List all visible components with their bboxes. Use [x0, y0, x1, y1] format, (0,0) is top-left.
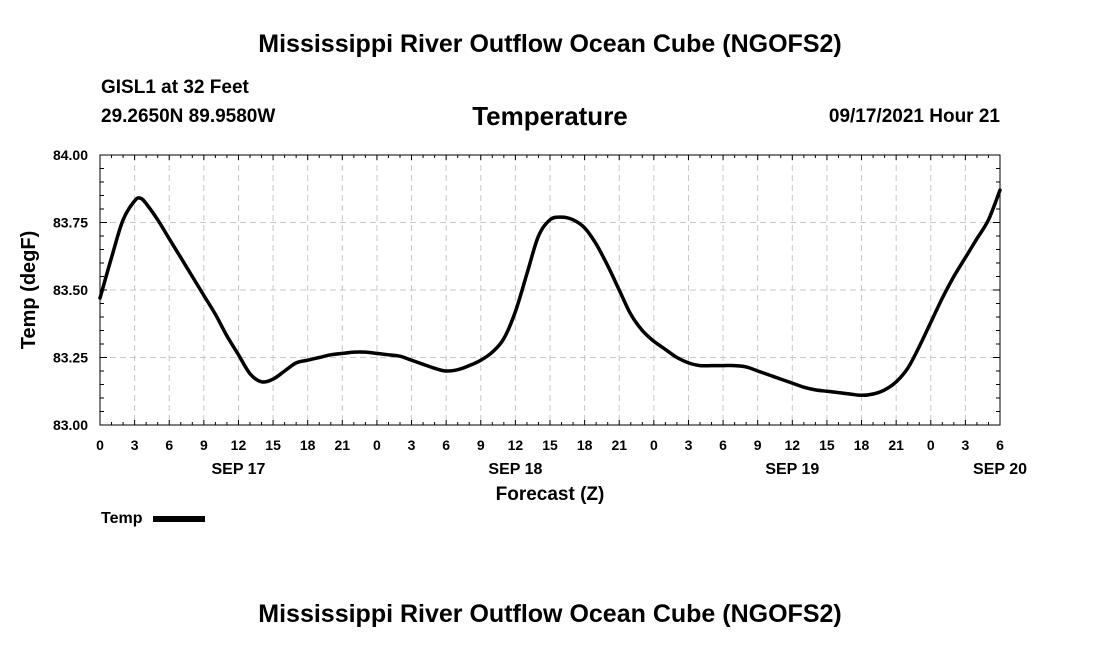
x-tick-label: 0	[650, 437, 658, 453]
coordinates-label: 29.2650N 89.9580W	[101, 106, 276, 127]
axis-ticks	[99, 154, 1001, 426]
x-tick-label: 12	[785, 437, 801, 453]
x-tick-label: 6	[719, 437, 727, 453]
y-tick-label: 83.75	[53, 215, 88, 231]
x-tick-label: 12	[508, 437, 524, 453]
legend-swatch	[152, 515, 205, 522]
x-tick-label: 12	[231, 437, 247, 453]
footer-title: Mississippi River Outflow Ocean Cube (NG…	[258, 600, 842, 628]
x-tick-label: 9	[200, 437, 208, 453]
x-tick-label: 21	[611, 437, 627, 453]
y-axis-label: Temp (degF)	[18, 231, 40, 350]
x-tick-label: 3	[685, 437, 693, 453]
x-tick-label: 21	[335, 437, 351, 453]
x-tick-label: 0	[927, 437, 935, 453]
x-tick-label: 3	[961, 437, 969, 453]
legend-label: Temp	[101, 510, 143, 527]
x-tick-label: 6	[442, 437, 450, 453]
date-label: SEP 19	[765, 461, 819, 478]
x-axis-label: Forecast (Z)	[496, 484, 605, 505]
date-label: SEP 20	[973, 461, 1027, 478]
x-tick-label: 15	[265, 437, 281, 453]
legend: Temp	[101, 510, 205, 528]
chart-title: Temperature	[472, 101, 628, 131]
date-label: SEP 17	[211, 461, 265, 478]
x-tick-label: 0	[96, 437, 104, 453]
x-tick-label: 15	[542, 437, 558, 453]
x-tick-label: 21	[888, 437, 904, 453]
y-tick-label: 83.00	[53, 417, 88, 433]
x-tick-label: 9	[477, 437, 485, 453]
grid-lines	[100, 155, 1000, 425]
x-tick-label: 0	[373, 437, 381, 453]
temp-series-line	[98, 188, 1002, 398]
x-tick-label: 6	[165, 437, 173, 453]
page-title: Mississippi River Outflow Ocean Cube (NG…	[258, 30, 842, 58]
x-tick-label: 15	[819, 437, 835, 453]
y-tick-label: 84.00	[53, 147, 88, 163]
x-tick-label: 18	[577, 437, 593, 453]
y-tick-label: 83.50	[53, 282, 88, 298]
date-label: 09/17/2021 Hour 21	[828, 106, 1000, 127]
y-tick-label: 83.25	[53, 350, 88, 366]
tick-labels: 0 3 6 9 12 15 18 21 0 3 6 9 12 15 18 21 0 3 6 9 12 15 18 21 0 3 6 S…	[53, 147, 1027, 478]
date-label: SEP 18	[488, 461, 542, 478]
x-tick-label: 3	[408, 437, 416, 453]
x-tick-label: 9	[754, 437, 762, 453]
x-tick-label: 6	[996, 437, 1004, 453]
x-tick-label: 18	[854, 437, 870, 453]
x-tick-label: 3	[131, 437, 139, 453]
x-tick-label: 18	[300, 437, 316, 453]
station-label: GISL1 at 32 Feet	[101, 77, 249, 98]
